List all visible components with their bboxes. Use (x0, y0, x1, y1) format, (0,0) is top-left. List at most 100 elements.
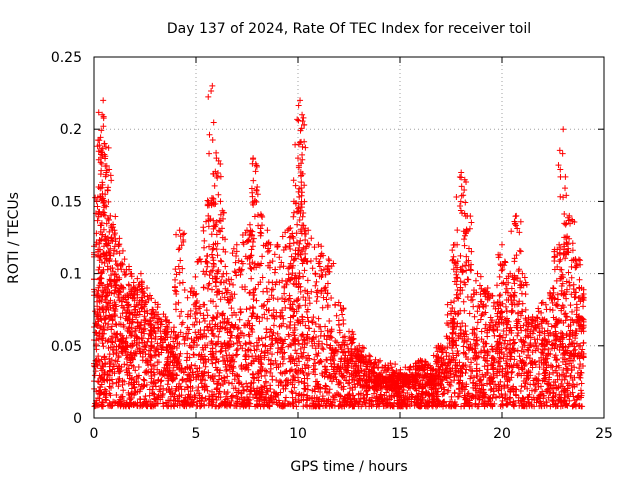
data-point (326, 389, 333, 396)
data-point (255, 261, 262, 268)
data-point (285, 225, 292, 232)
data-point (445, 387, 452, 394)
data-point (372, 395, 379, 402)
data-point (339, 311, 346, 318)
data-point (231, 309, 238, 316)
data-point (337, 344, 344, 351)
data-point (194, 365, 201, 372)
data-point (178, 308, 185, 315)
data-point (127, 270, 134, 277)
data-point (349, 328, 356, 335)
data-point (97, 389, 104, 396)
data-point (199, 370, 206, 377)
data-point (478, 348, 485, 355)
data-point (448, 399, 455, 406)
data-point (201, 301, 208, 308)
data-point (349, 335, 356, 342)
data-point (201, 237, 208, 244)
data-point (184, 354, 191, 361)
data-point (303, 243, 310, 250)
data-point (269, 279, 276, 286)
data-point (455, 295, 462, 302)
data-point (126, 375, 133, 382)
data-point (117, 321, 124, 328)
data-point (567, 333, 574, 340)
data-point (511, 400, 518, 407)
data-point (461, 386, 468, 393)
data-point (269, 340, 276, 347)
data-point (157, 388, 164, 395)
data-point (141, 377, 148, 384)
data-point (555, 397, 562, 404)
data-point (212, 240, 219, 247)
data-point (438, 349, 445, 356)
data-point (217, 160, 224, 167)
data-point (97, 384, 104, 391)
data-point (468, 367, 475, 374)
data-point (396, 402, 403, 409)
data-point (125, 391, 132, 398)
data-point (181, 386, 188, 393)
data-point (237, 309, 244, 316)
data-point (223, 366, 230, 373)
data-point (249, 160, 256, 167)
data-point (224, 289, 231, 296)
data-point (319, 395, 326, 402)
data-point (306, 295, 313, 302)
data-point (321, 363, 328, 370)
data-point (412, 360, 419, 367)
data-point (239, 330, 246, 337)
data-point (467, 373, 474, 380)
data-point (293, 362, 300, 369)
data-point (552, 401, 559, 408)
data-point (148, 352, 155, 359)
data-point (246, 333, 253, 340)
data-point (229, 295, 236, 302)
data-point (270, 313, 277, 320)
data-point (234, 326, 241, 333)
data-point (462, 199, 469, 206)
data-point (286, 333, 293, 340)
data-point (354, 348, 361, 355)
data-point (176, 340, 183, 347)
data-point (235, 324, 242, 331)
data-point (279, 383, 286, 390)
data-point (262, 343, 269, 350)
data-point (95, 353, 102, 360)
data-point (344, 364, 351, 371)
data-point (449, 304, 456, 311)
data-point (457, 198, 464, 205)
data-point (484, 402, 491, 409)
data-point (413, 393, 420, 400)
y-tick-label: 0.15 (51, 194, 82, 210)
data-point (99, 361, 106, 368)
data-point (133, 341, 140, 348)
data-point (180, 238, 187, 245)
data-point (180, 333, 187, 340)
data-point (472, 400, 479, 407)
data-point (220, 209, 227, 216)
data-point (172, 306, 179, 313)
data-point (229, 250, 236, 257)
data-point (261, 350, 268, 357)
data-point (366, 357, 373, 364)
data-point (466, 225, 473, 232)
data-point (561, 385, 568, 392)
data-point (217, 348, 224, 355)
data-point (295, 340, 302, 347)
data-point (463, 259, 470, 266)
data-point (204, 252, 211, 259)
data-point (345, 367, 352, 374)
data-point (444, 344, 451, 351)
data-point (432, 382, 439, 389)
data-point (170, 338, 177, 345)
data-point (233, 241, 240, 248)
data-point (250, 155, 257, 162)
data-point (293, 403, 300, 410)
data-point (440, 356, 447, 363)
data-point (561, 376, 568, 383)
data-point (246, 403, 253, 410)
data-point (132, 327, 139, 334)
data-point (279, 350, 286, 357)
data-point (252, 197, 259, 204)
